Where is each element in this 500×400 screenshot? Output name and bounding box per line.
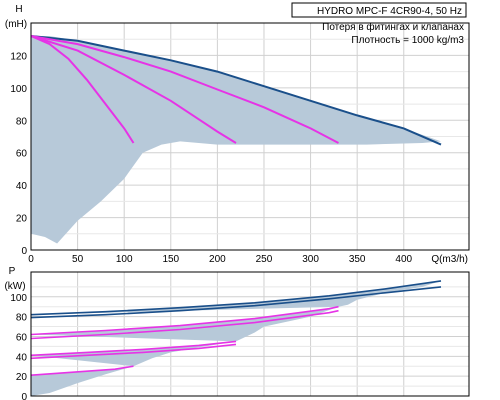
- head-x-tick-label: 100: [116, 254, 133, 265]
- head-y-unit: (mH): [5, 19, 27, 30]
- title-box: [291, 2, 467, 18]
- power-y-label: P: [9, 266, 16, 277]
- head-max-curve: [30, 35, 442, 146]
- head-x-tick-label: 150: [162, 254, 179, 265]
- power-y-tick-label: 0: [21, 392, 27, 400]
- head-range-area: [31, 36, 441, 244]
- power-y-tick-label: 40: [16, 352, 28, 363]
- note-density: Плотность = 1000 kg/m3: [351, 35, 464, 46]
- head-y-tick-label: 20: [16, 214, 28, 225]
- head-operating-range: [31, 36, 441, 244]
- power-series-group: [30, 280, 442, 376]
- head-system-curve-1: [30, 35, 135, 144]
- power-plot-border: [30, 271, 470, 397]
- power-y-ticks: 0 20 40 60 80 100: [10, 293, 27, 400]
- head-y-tick-label: 120: [10, 51, 27, 62]
- head-x-tick-label: 300: [302, 254, 319, 265]
- power-range-band-3: [31, 280, 441, 315]
- head-plot-border: [30, 22, 470, 251]
- power-system-curve-3: [30, 340, 237, 357]
- head-system-curve-3: [30, 35, 339, 144]
- power-system-curve-2: [30, 365, 134, 376]
- head-x-ticks: 0 50 100 150 200 250 300 350 400: [28, 254, 412, 265]
- head-chart: 0 50 100 150 200 250 300 350 400 0 20 40 60 80 100 120…: [5, 2, 470, 265]
- head-x-tick-label: 200: [209, 254, 226, 265]
- head-x-label: Q(m3/h): [431, 254, 468, 265]
- head-x-tick-label: 400: [395, 254, 412, 265]
- head-y-tick-label: 80: [16, 116, 28, 127]
- note-fittings: Потеря в фитингах и клапанах: [322, 21, 464, 33]
- power-system-curve-6: [30, 309, 339, 340]
- power-y-tick-label: 60: [16, 332, 28, 343]
- head-y-ticks: 0 20 40 60 80 100 120: [10, 51, 27, 257]
- head-y-label: H: [15, 4, 22, 15]
- chart-title: HYDRO MPC-F 4CR90-4, 50 Hz: [317, 6, 462, 17]
- head-y-tick-label: 40: [16, 181, 28, 192]
- power-y-tick-label: 100: [10, 293, 27, 304]
- head-x-tick-label: 250: [256, 254, 273, 265]
- power-system-curve-5: [30, 305, 339, 336]
- head-system-curve-2: [30, 35, 237, 144]
- power-range-band-1: [31, 341, 236, 367]
- power-y-tick-label: 80: [16, 313, 28, 324]
- head-y-tick-label: 0: [21, 246, 27, 257]
- power-max-curve-1: [30, 286, 442, 319]
- head-x-tick-label: 350: [349, 254, 366, 265]
- head-y-tick-label: 60: [16, 149, 28, 160]
- power-y-unit: (kW): [4, 281, 25, 292]
- head-series-group: [30, 35, 442, 146]
- head-x-tick-label: 50: [72, 254, 84, 265]
- power-chart: 0 20 40 60 80 100 P (kW): [4, 266, 470, 400]
- head-y-tick-label: 100: [10, 84, 27, 95]
- head-x-tick-label: 0: [28, 254, 34, 265]
- power-range-band-2: [31, 306, 339, 342]
- power-system-curve-4: [30, 343, 237, 360]
- power-y-tick-label: 20: [16, 372, 28, 383]
- power-max-curve-0: [30, 280, 442, 316]
